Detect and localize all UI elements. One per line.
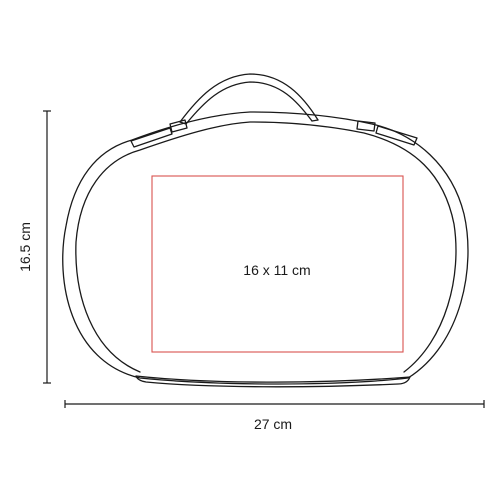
bag-base <box>135 375 411 388</box>
width-label: 27 cm <box>254 416 292 432</box>
zipper-tab-right <box>356 120 418 146</box>
zipper-tab-left <box>130 119 188 148</box>
print-area <box>151 175 404 353</box>
print-area-label: 16 x 11 cm <box>243 262 310 278</box>
height-dimension <box>43 110 51 384</box>
zipper-seam <box>75 121 457 373</box>
width-dimension <box>64 400 485 408</box>
bag-body-outline <box>62 111 469 385</box>
bag-handle <box>179 73 319 125</box>
height-label: 16.5 cm <box>17 222 33 272</box>
